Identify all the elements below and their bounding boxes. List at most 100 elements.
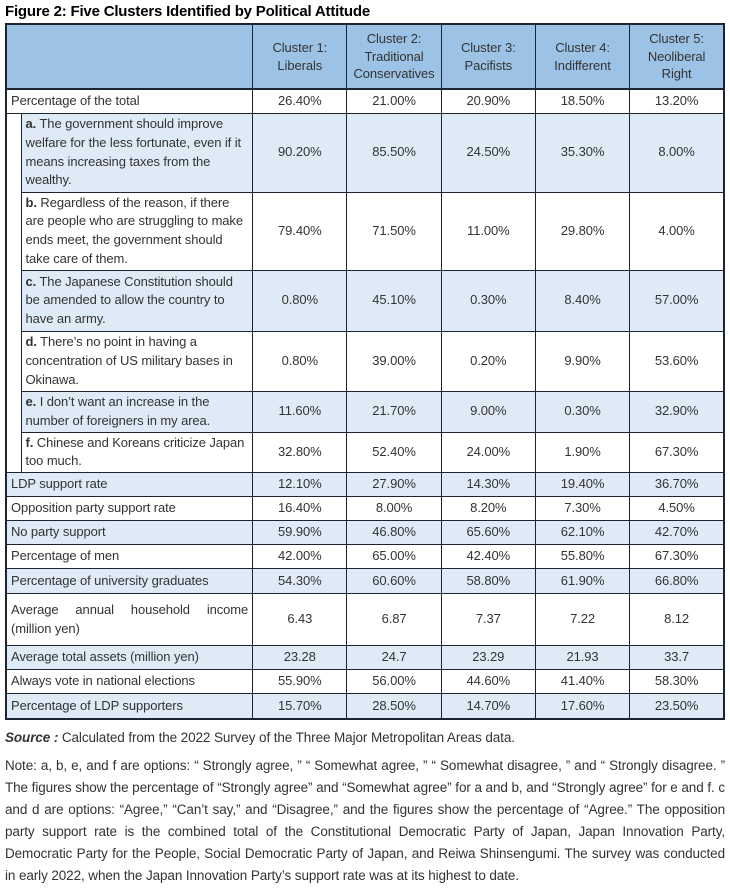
column-header: Cluster 4: Indifferent <box>534 23 631 90</box>
cell-value: 8.00% <box>346 496 442 522</box>
cell-value: 6.87 <box>346 593 442 647</box>
row-label: e. I don’t want an increase in the numbe… <box>20 390 254 433</box>
cell-value: 24.50% <box>440 112 536 193</box>
figure-title: Figure 2: Five Clusters Identified by Po… <box>5 3 370 20</box>
cell-value: 58.30% <box>629 669 725 695</box>
cell-value: 24.00% <box>440 431 536 474</box>
cell-value: 45.10% <box>346 269 442 332</box>
column-header: Cluster 1: Liberals <box>252 23 348 90</box>
row-label: Average annual household income (million… <box>5 593 254 647</box>
cell-value: 62.10% <box>534 520 631 546</box>
row-label: Opposition party support rate <box>5 496 254 522</box>
cell-value: 14.70% <box>440 693 536 720</box>
cell-value: 59.90% <box>252 520 348 546</box>
cell-value: 23.28 <box>252 645 348 671</box>
cell-value: 11.60% <box>252 390 348 433</box>
table-row: Percentage of the total 26.40% 21.00% 20… <box>5 88 725 114</box>
cell-value: 21.00% <box>346 88 442 114</box>
cell-value: 19.40% <box>534 472 631 498</box>
row-label-text: I don’t want an increase in the number o… <box>25 393 211 428</box>
row-label-text: Chinese and Koreans criticize Japan too … <box>25 434 245 469</box>
cell-value: 46.80% <box>346 520 442 546</box>
table-row: Average total assets (million yen) 23.28… <box>5 645 725 671</box>
cell-value: 29.80% <box>534 191 631 271</box>
cell-value: 53.60% <box>629 330 725 392</box>
cell-value: 35.30% <box>534 112 631 193</box>
cell-value: 71.50% <box>346 191 442 271</box>
row-label: d. There’s no point in having a concentr… <box>20 330 254 392</box>
cell-value: 1.90% <box>534 431 631 474</box>
cell-value: 33.7 <box>629 645 725 671</box>
row-label: Average total assets (million yen) <box>5 645 254 671</box>
cell-value: 28.50% <box>346 693 442 720</box>
table-row: e. I don’t want an increase in the numbe… <box>6 390 725 433</box>
cell-value: 21.70% <box>346 390 442 433</box>
row-letter: d. <box>25 334 37 350</box>
cell-value: 26.40% <box>252 88 348 114</box>
cell-value: 55.80% <box>534 544 631 570</box>
cell-value: 15.70% <box>252 693 348 720</box>
cell-value: 23.29 <box>440 645 536 671</box>
cell-value: 8.12 <box>629 593 725 647</box>
cell-value: 55.90% <box>252 669 348 695</box>
row-label-text: The government should improve welfare fo… <box>25 115 242 188</box>
cell-value: 42.70% <box>629 520 725 546</box>
row-label: No party support <box>5 520 254 546</box>
row-letter: f. <box>25 434 34 450</box>
row-letter: e. <box>25 393 37 409</box>
cell-value: 6.43 <box>252 593 348 647</box>
row-letter: b. <box>25 194 37 210</box>
row-label: f. Chinese and Koreans criticize Japan t… <box>20 431 254 474</box>
row-label: LDP support rate <box>5 472 254 498</box>
cell-value: 20.90% <box>440 88 536 114</box>
row-label: Always vote in national elections <box>5 669 254 695</box>
table-row: No party support 59.90% 46.80% 65.60% 62… <box>5 520 725 546</box>
table-row: a. The government should improve welfare… <box>5 112 725 474</box>
row-letter: a. <box>25 115 37 131</box>
cell-value: 9.90% <box>534 330 631 392</box>
cell-value: 0.30% <box>534 390 631 433</box>
cell-value: 67.30% <box>629 544 725 570</box>
row-label-text: Regardless of the reason, if there are p… <box>25 194 244 267</box>
cell-value: 32.90% <box>629 390 725 433</box>
cell-value: 11.00% <box>440 191 536 271</box>
cell-value: 14.30% <box>440 472 536 498</box>
corner-cell <box>5 23 254 90</box>
table-row: Percentage of LDP supporters 15.70% 28.5… <box>5 693 725 720</box>
cell-value: 18.50% <box>534 88 631 114</box>
cell-value: 79.40% <box>252 191 348 271</box>
indent-strip <box>5 112 22 474</box>
cell-value: 7.37 <box>440 593 536 647</box>
row-label: Percentage of the total <box>5 88 254 114</box>
cell-value: 21.93 <box>534 645 631 671</box>
source-line: Source : Calculated from the 2022 Survey… <box>5 730 725 745</box>
row-label: Percentage of men <box>5 544 254 570</box>
cell-value: 60.60% <box>346 568 442 595</box>
cell-value: 85.50% <box>346 112 442 193</box>
cell-value: 54.30% <box>252 568 348 595</box>
source-text: Calculated from the 2022 Survey of the T… <box>61 729 515 745</box>
column-header: Cluster 2: Traditional Conservatives <box>346 23 442 90</box>
table-row: Percentage of university graduates 54.30… <box>5 568 725 595</box>
row-label-text: There’s no point in having a concentrati… <box>25 334 233 387</box>
row-label: c. The Japanese Constitution should be a… <box>20 269 254 332</box>
table-row: Percentage of men 42.00% 65.00% 42.40% 5… <box>5 544 725 570</box>
cell-value: 66.80% <box>629 568 725 595</box>
row-label: Percentage of university graduates <box>5 568 254 595</box>
cell-value: 8.20% <box>440 496 536 522</box>
table-row: d. There’s no point in having a concentr… <box>6 330 725 392</box>
cell-value: 12.10% <box>252 472 348 498</box>
header-row: Cluster 1: Liberals Cluster 2: Tradition… <box>5 23 725 90</box>
cell-value: 52.40% <box>346 431 442 474</box>
cell-value: 0.80% <box>252 269 348 332</box>
cell-value: 23.50% <box>629 693 725 720</box>
cell-value: 39.00% <box>346 330 442 392</box>
column-header: Cluster 5: Neoliberal Right <box>629 23 725 90</box>
table-row: LDP support rate 12.10% 27.90% 14.30% 19… <box>5 472 725 498</box>
row-letter: c. <box>25 273 37 289</box>
column-header: Cluster 3: Pacifists <box>440 23 536 90</box>
cell-value: 42.00% <box>252 544 348 570</box>
cell-value: 13.20% <box>629 88 725 114</box>
cell-value: 4.00% <box>629 191 725 271</box>
